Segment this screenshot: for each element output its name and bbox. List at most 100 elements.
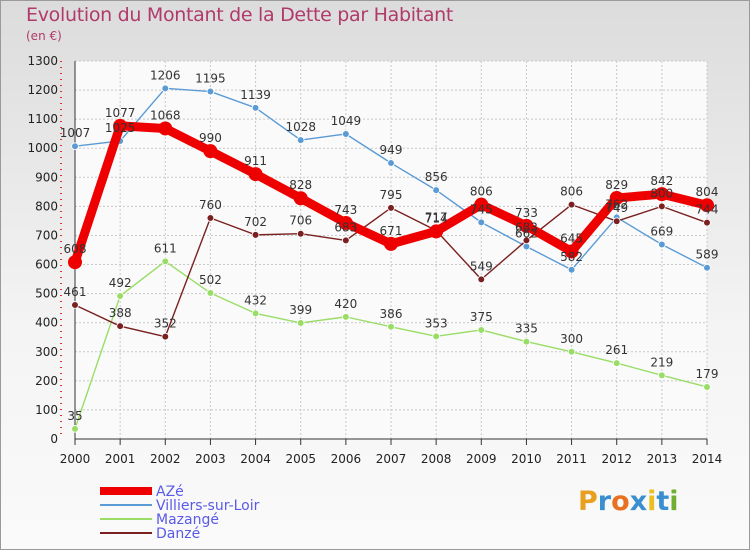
logo-letter: i [647,486,657,517]
y-tick-label: 600 [35,258,58,272]
data-point [387,159,395,167]
data-label: 1077 [105,106,136,120]
data-label: 1028 [285,120,316,134]
data-label: 645 [560,231,583,245]
data-point [700,198,714,213]
data-point [477,275,486,284]
data-label: 432 [244,293,267,307]
x-tick-label: 2013 [647,452,678,466]
data-label: 714 [425,211,448,225]
data-label: 1068 [150,108,181,122]
logo-letter: t [656,486,670,517]
logo-letter: r [597,486,612,517]
data-point [477,326,486,334]
data-label: 386 [380,307,403,321]
data-label: 388 [109,306,132,320]
data-label: 502 [199,273,222,287]
data-point [477,218,486,227]
data-label: 589 [696,248,719,262]
x-tick-label: 2003 [195,452,226,466]
logo-letter: P [578,486,598,517]
data-label: 608 [64,242,87,256]
y-tick-label: 1300 [27,54,58,68]
data-label: 1025 [105,121,136,135]
data-point [342,130,350,138]
data-point [612,217,621,226]
data-point [612,359,621,367]
y-tick-label: 200 [35,374,58,388]
data-point [161,332,170,341]
data-point [293,191,308,206]
data-label: 219 [650,355,673,369]
data-label: 35 [67,409,82,423]
data-label: 744 [696,203,719,217]
data-point [567,265,576,274]
legend-label: Villiers-sur-Loir [156,498,260,514]
data-point [113,118,128,133]
data-point [251,231,260,239]
data-point [432,332,440,341]
data-label: 795 [380,188,403,202]
y-tick-label: 0 [50,432,58,446]
y-tick-label: 1000 [27,141,58,155]
data-label: 1049 [331,114,362,128]
legend-label: Mazangé [156,512,219,528]
data-point [342,236,350,245]
data-point [429,224,444,239]
data-label: 717 [425,211,448,225]
data-label: 702 [244,215,267,229]
data-label: 804 [696,185,719,199]
data-label: 683 [515,220,538,234]
y-tick-label: 300 [35,345,58,359]
x-tick-label: 2008 [421,452,452,466]
data-label: 733 [515,206,538,220]
legend-label: Danzé [156,526,200,542]
data-point [609,190,624,205]
data-label: 990 [199,131,222,145]
y-tick-label: 100 [35,403,58,417]
data-label: 669 [650,224,673,238]
x-tick-label: 2002 [150,452,181,466]
data-label: 828 [289,178,312,192]
data-point [567,200,576,209]
x-tick-label: 2014 [692,452,723,466]
data-point [161,257,170,266]
logo-letter: i [669,486,679,517]
proxiti-logo: Proxiti [578,486,679,517]
y-tick-label: 1100 [27,112,58,126]
data-label: 806 [560,185,583,199]
data-label: 842 [650,174,673,188]
data-point [703,218,711,227]
data-label: 800 [650,186,673,200]
data-label: 829 [605,178,628,192]
data-point [251,309,260,318]
data-point [338,215,353,230]
x-tick-label: 2007 [376,452,407,466]
data-point [206,214,215,222]
data-point [206,87,215,96]
data-point [522,337,531,346]
data-point [387,204,395,212]
data-label: 806 [470,185,493,199]
data-label: 353 [425,316,448,330]
data-point [71,142,79,150]
data-point [522,236,531,245]
legend-label: AZé [156,484,184,500]
x-tick-label: 2009 [466,452,497,466]
y-tick-label: 700 [35,228,58,242]
chart-title: Evolution du Montant de la Dette par Hab… [26,4,454,26]
data-label: 420 [334,297,357,311]
y-tick-label: 500 [35,287,58,301]
data-point [474,197,489,212]
data-label: 1007 [60,126,91,140]
data-point [658,371,666,380]
data-label: 683 [334,220,357,234]
data-label: 671 [380,224,403,238]
data-point [71,425,79,433]
data-label: 745 [470,202,493,216]
x-tick-label: 2011 [556,452,587,466]
data-label: 549 [470,259,493,273]
data-point [203,144,218,159]
data-label: 335 [515,322,538,336]
